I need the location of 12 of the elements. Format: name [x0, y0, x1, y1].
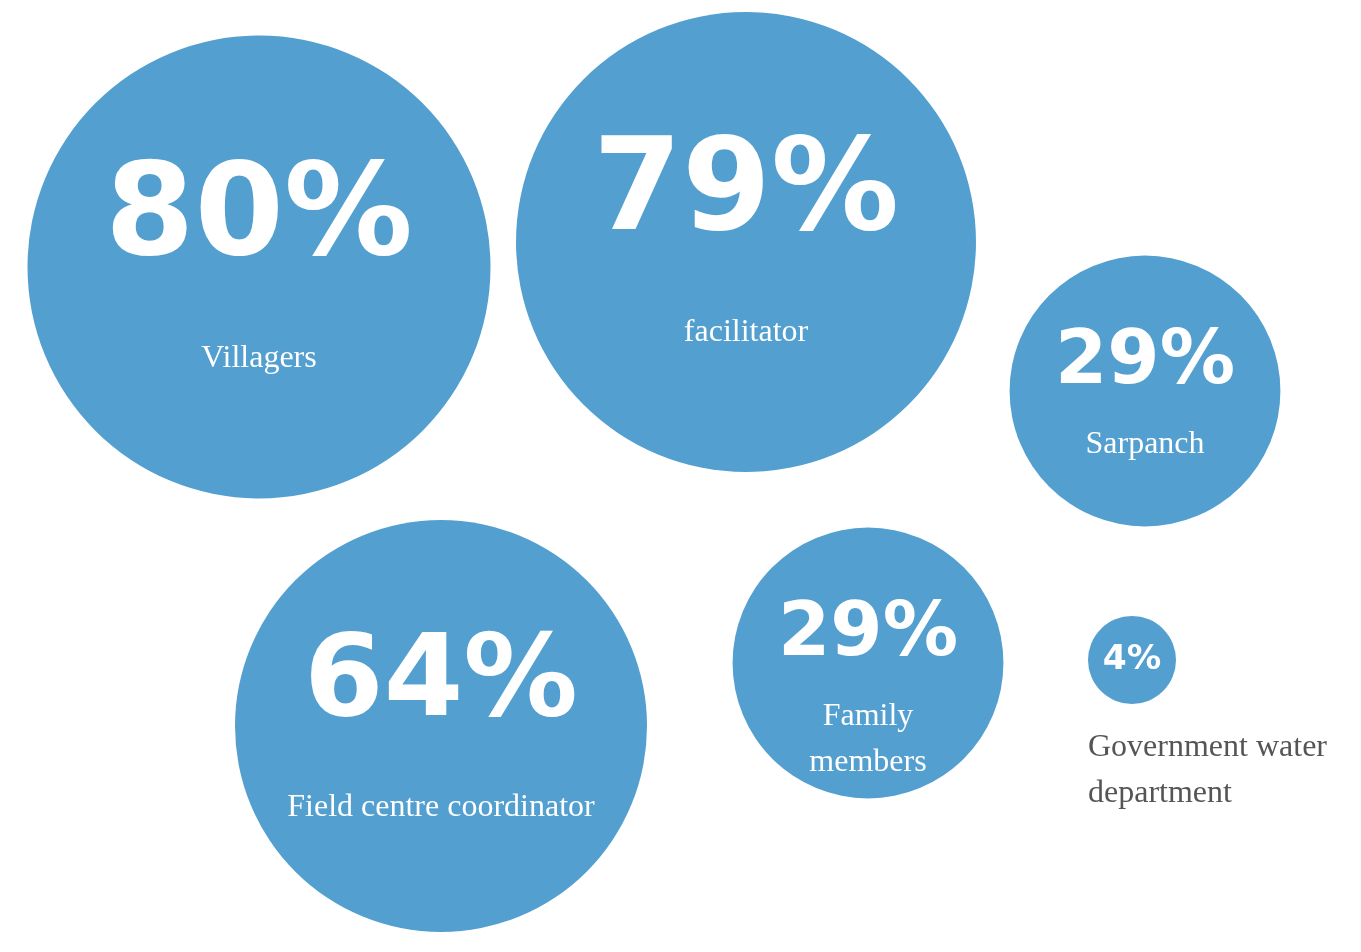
data-label: 80%	[105, 135, 413, 285]
category-label: Field centre coordinator	[287, 786, 596, 823]
category-label: Family members	[809, 695, 927, 778]
data-label: 29%	[777, 585, 959, 674]
category-label: facilitator	[683, 312, 809, 349]
data-label: 4%	[1102, 636, 1162, 677]
data-label: 64%	[304, 608, 578, 742]
category-label: Government water department	[1088, 727, 1328, 810]
data-label: 29%	[1054, 313, 1236, 402]
category-label: Sarpanch	[1085, 423, 1205, 460]
category-label: Villagers	[201, 337, 317, 374]
data-label: 79%	[593, 110, 899, 260]
